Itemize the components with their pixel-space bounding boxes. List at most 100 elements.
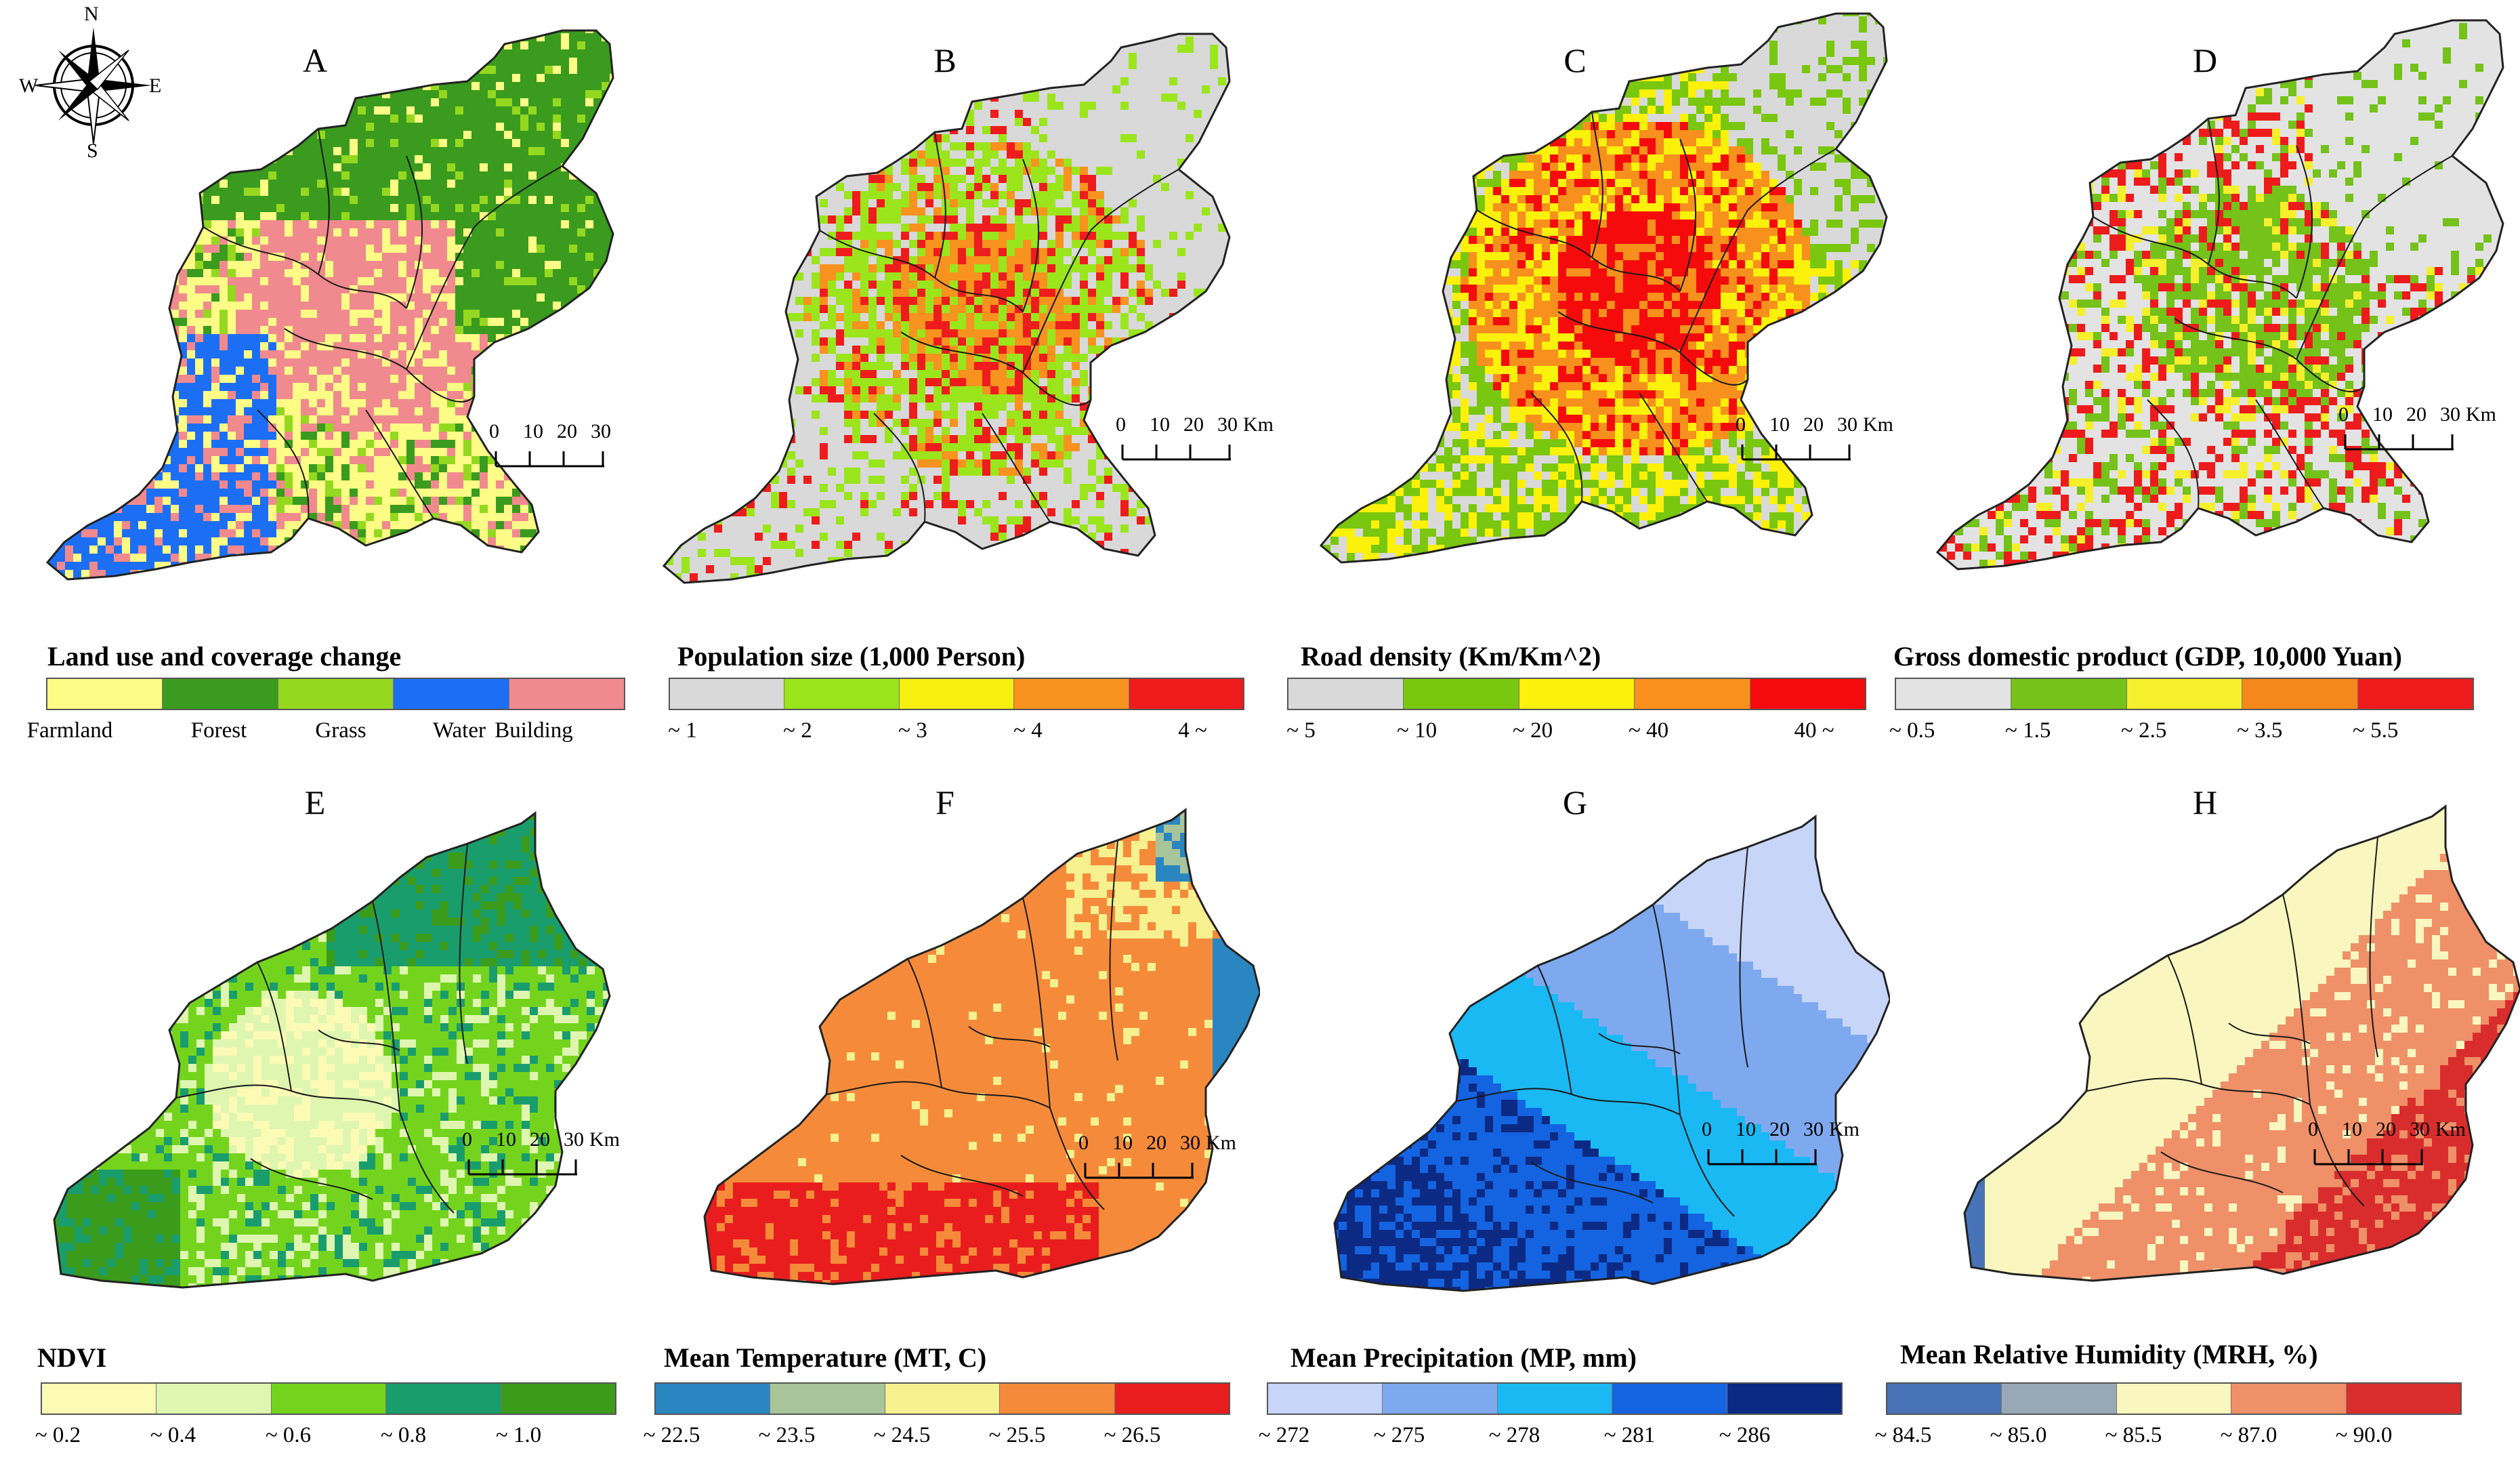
scale-label: 0 (1078, 1132, 1089, 1155)
legend-labels: ~ 272 ~ 275 ~ 278 ~ 281 ~ 286 (1259, 1423, 1843, 1450)
map-outline (53, 811, 611, 1289)
legend-swatch (1612, 1384, 1727, 1414)
legend-title: Mean Temperature (MT, C) (664, 1342, 986, 1374)
panel-b: B 0 10 20 30 Km Population size (1,000 Person)… (630, 0, 1274, 745)
district-boundary (399, 1111, 455, 1214)
legend-swatch (163, 679, 278, 709)
district-boundary (1571, 1094, 1681, 1115)
map-raster (1937, 20, 2503, 569)
scale-label: 10 (523, 420, 543, 443)
legend-swatch (2357, 679, 2473, 709)
legend-label: ~ 40 (1629, 718, 1668, 743)
legend-label: Farmland (27, 718, 112, 743)
map-outline (1319, 12, 1888, 564)
district-boundary (1639, 392, 1708, 502)
scale-bar: 0 10 20 30 Km (1078, 1132, 1236, 1193)
legend-color-bar (1267, 1382, 1843, 1415)
scale-label: 30 (1803, 1118, 1824, 1141)
district-boundary (365, 409, 434, 519)
district-boundary (941, 1087, 1051, 1109)
choropleth-map (1319, 12, 1888, 564)
scale-unit: Km (2466, 403, 2496, 426)
district-boundary (1557, 311, 1681, 353)
district-boundary (1747, 148, 1836, 211)
map-outline (1963, 804, 2520, 1282)
district-boundary (1090, 169, 1179, 231)
district-boundary (2093, 216, 2209, 265)
legend-swatch (47, 679, 163, 709)
map-raster (47, 30, 613, 579)
panel-h: H 0 10 20 30 Km Mean Relative Humidity (MRH, %… (1875, 742, 2520, 1484)
district-boundary (1591, 111, 1603, 258)
scale-bar: 0 10 20 30 (489, 420, 623, 481)
scale-bar: 0 10 20 30 Km (1116, 413, 1274, 474)
legend-swatch (1268, 1384, 1383, 1414)
legend-swatch (42, 1384, 157, 1414)
legend-swatch (2002, 1384, 2117, 1414)
map-raster (1335, 817, 1890, 1291)
legend-swatch (784, 679, 900, 709)
legend-swatch (1497, 1384, 1613, 1414)
district-boundary (2255, 399, 2324, 509)
panel-g: G 0 10 20 30 Km Mean Precipitation (MP, mm) ~ 2… (1259, 742, 1890, 1484)
panel-d: D 0 10 20 30 Km Gross domestic product (GDP, 1… (1889, 0, 2520, 743)
legend-label: ~ 90.0 (2336, 1423, 2393, 1448)
panel-letter: B (630, 41, 1260, 80)
legend-label: Forest (191, 718, 247, 743)
legend-label: ~ 2 (783, 718, 812, 743)
legend-label: ~ 1.0 (496, 1423, 541, 1448)
district-boundary (318, 274, 407, 309)
district-boundary (372, 901, 400, 1112)
district-boundary (1530, 1161, 1654, 1203)
district-boundary (2086, 1077, 2202, 1092)
district-boundary (257, 409, 310, 519)
legend-label: ~ 85.5 (2105, 1423, 2162, 1448)
district-boundary (291, 1090, 400, 1112)
district-boundary (175, 1084, 292, 1098)
scale-label: 10 (1736, 1118, 1756, 1141)
legend-swatch (899, 679, 1015, 709)
scale-label: 30 (591, 420, 611, 443)
district-boundary (1022, 159, 1040, 312)
legend-swatch (2346, 1384, 2461, 1414)
panel-letter: G (1260, 783, 1890, 822)
legend-title: Mean Precipitation (MP, mm) (1290, 1342, 1637, 1374)
legend-swatch (1288, 679, 1404, 709)
legend-swatch (1896, 679, 2012, 709)
choropleth-map (662, 33, 1231, 584)
scale-label: 0 (1702, 1118, 1712, 1141)
legend-color-bar (654, 1382, 1230, 1415)
legend-labels: ~ 84.5 ~ 85.0 ~ 85.5 ~ 87.0 ~ 90.0 (1875, 1423, 2462, 1450)
panel-letter: D (1890, 41, 2520, 80)
district-boundary (1739, 846, 1748, 1068)
legend-swatch (2242, 679, 2358, 709)
scale-label: 0 (489, 420, 499, 443)
legend-swatch (278, 679, 394, 709)
scale-label: 30 (2410, 1118, 2430, 1141)
map-outline (703, 808, 1260, 1285)
legend-labels: ~ 1 ~ 2 ~ 3 ~ 4 4 ~ (668, 718, 1244, 745)
legend-swatch (509, 679, 625, 709)
legend-label: ~ 84.5 (1875, 1423, 1932, 1448)
district-boundary (900, 331, 1024, 373)
district-boundary (934, 131, 946, 279)
compass-rose: N S E W (14, 3, 169, 163)
panel-letter: C (1260, 41, 1890, 80)
scale-label: 0 (462, 1128, 472, 1151)
district-boundary (2228, 1023, 2311, 1044)
panel-letter: F (630, 783, 1260, 822)
district-boundary (2296, 216, 2365, 360)
scale-label: 10 (2342, 1118, 2362, 1141)
scale-unit: Km (589, 1128, 620, 1151)
scale-label: 20 (557, 420, 577, 443)
district-boundary (250, 1158, 373, 1200)
district-boundary (934, 277, 1024, 312)
district-boundary (406, 226, 475, 370)
district-boundary (474, 165, 563, 228)
legend-title: Road density (Km/Km^2) (1301, 640, 1601, 672)
district-boundary (1679, 352, 1748, 386)
scale-bar: 0 10 20 30 Km (2308, 1118, 2466, 1179)
map-outline (45, 29, 614, 581)
scale-unit: Km (2435, 1118, 2466, 1141)
legend-labels: Farmland Forest Grass Water Building (27, 718, 625, 745)
